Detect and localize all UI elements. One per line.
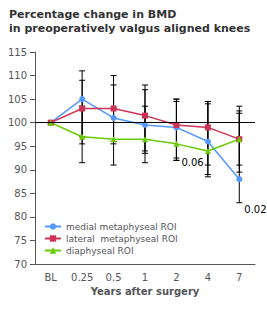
svg-text:2: 2 [173,272,179,283]
svg-text:85: 85 [14,188,27,199]
svg-text:100: 100 [8,117,27,128]
svg-text:in preoperatively valgus align: in preoperatively valgus aligned knees [9,22,251,35]
svg-text:115: 115 [8,47,27,58]
svg-text:7: 7 [236,272,242,283]
svg-text:80: 80 [14,211,27,222]
svg-text:90: 90 [14,164,27,175]
svg-text:diaphyseal ROI: diaphyseal ROI [66,246,134,256]
svg-text:0.5: 0.5 [106,272,122,283]
svg-text:1: 1 [142,272,148,283]
svg-text:Years after surgery: Years after surgery [90,286,200,297]
svg-text:medial metaphyseal ROI: medial metaphyseal ROI [66,222,177,232]
svg-text:110: 110 [8,70,27,81]
svg-text:Percentage change in BMD: Percentage change in BMD [9,8,176,21]
svg-text:70: 70 [14,259,27,270]
svg-text:105: 105 [8,94,27,105]
svg-text:BL: BL [44,272,57,283]
svg-text:0.06: 0.06 [181,157,203,168]
svg-text:lateral metaphyseal ROI: lateral metaphyseal ROI [66,234,178,244]
svg-text:95: 95 [14,141,27,152]
svg-text:0.02: 0.02 [244,204,266,215]
svg-text:0.25: 0.25 [71,272,93,283]
svg-text:75: 75 [14,235,27,246]
svg-text:4: 4 [205,272,211,283]
